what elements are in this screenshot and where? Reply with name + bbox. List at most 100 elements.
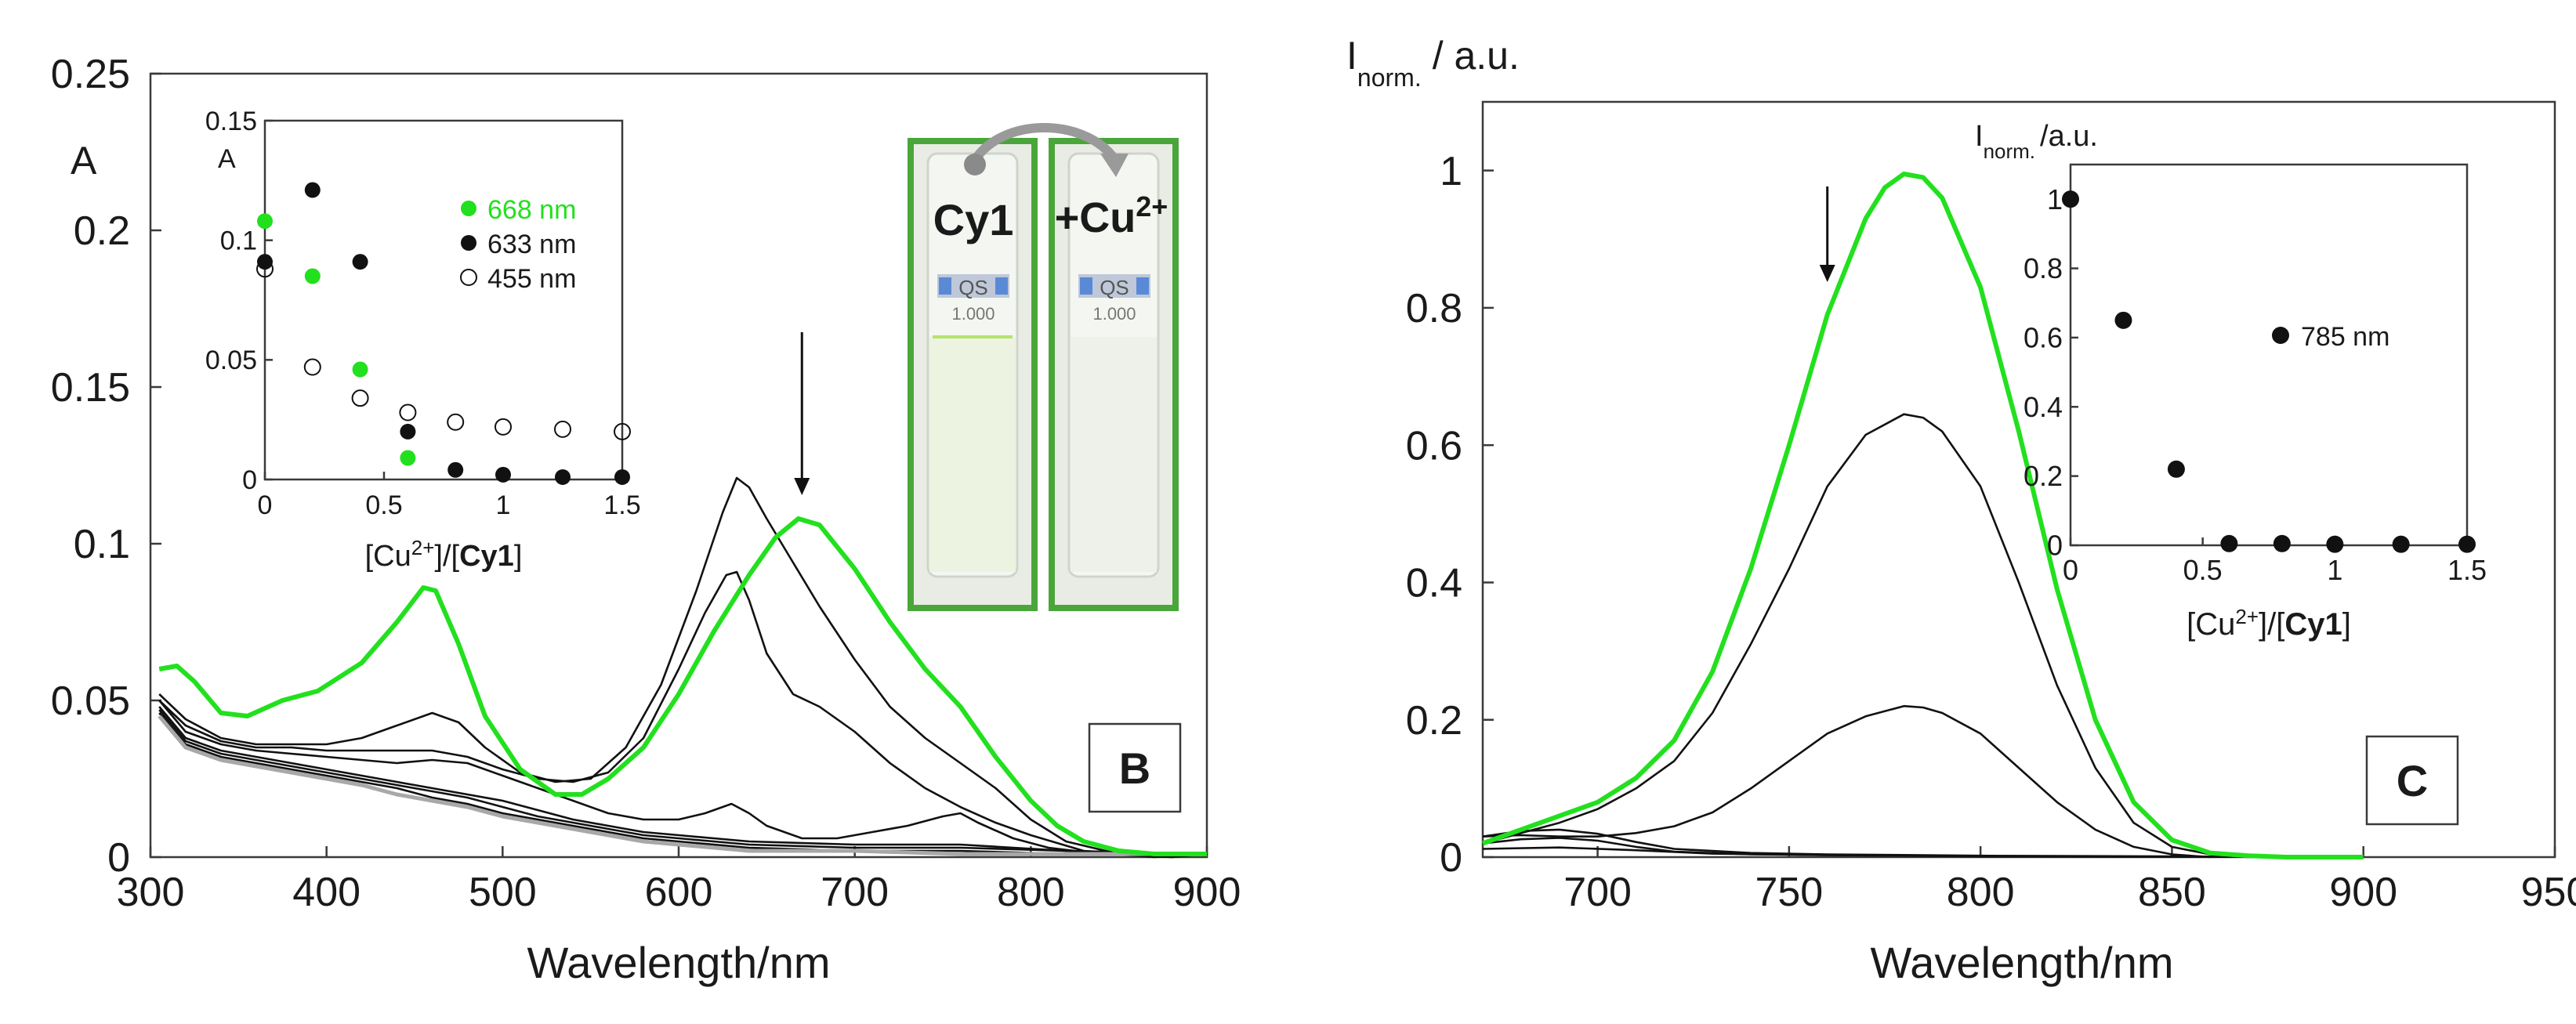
x-tick-label: 0.5: [365, 490, 402, 520]
cuvette-right-caption: +Cu2+: [1055, 190, 1168, 241]
series-line-0-8-eq: [158, 706, 1208, 856]
data-point-455-nm: [256, 260, 274, 278]
y-tick-label: 1: [2047, 183, 2063, 215]
legend-label-455: 455 nm: [487, 264, 576, 294]
y-tick-label: 0: [1440, 835, 1462, 881]
data-point-785-nm: [2458, 535, 2476, 553]
y-tick-label: 0.15: [51, 365, 130, 411]
panel-b-traces: [158, 476, 1208, 859]
panel-b-inset-points: [256, 182, 631, 485]
panel-b-y-axis-label: A: [71, 139, 97, 183]
y-tick-label: 0.6: [2023, 322, 2063, 354]
data-point-455-nm: [447, 413, 465, 431]
x-tick-label: 1: [496, 490, 511, 520]
arrow-head: [794, 478, 810, 495]
panel-c-inset-frame: [2069, 163, 2469, 547]
data-point-633-nm: [555, 469, 571, 485]
panel-b-chart: 300 400 500 600 700 800 900 0 0.05 0.1 0.15 0.2 0.25…: [51, 52, 1241, 987]
legend-label-668: 668 nm: [487, 195, 576, 225]
x-tick-label: 750: [1755, 870, 1823, 915]
panel-c-trend-arrow: [1819, 186, 1835, 282]
series-line-0-4-eq: [1482, 704, 2211, 859]
panel-c-letter-box: [2365, 735, 2459, 826]
series-line-Cy1: [1481, 172, 2364, 859]
x-tick-label: 800: [1947, 870, 2015, 915]
cuvette-left-caption: Cy1: [933, 195, 1014, 244]
panel-b-inset-legend: 668 nm 633 nm 455 nm: [460, 195, 576, 294]
legend-label-785: 785 nm: [2301, 322, 2389, 352]
panel-b-trend-arrow: [794, 332, 810, 495]
data-point-455-nm: [303, 358, 321, 376]
y-tick-label: 0: [2047, 530, 2063, 562]
series-line-0-6-eq: [158, 700, 1208, 859]
cuvette-left-solution: [929, 337, 1016, 572]
x-tick-label: 950: [2521, 870, 2576, 915]
data-point-668-nm: [257, 213, 273, 230]
data-point-633-nm: [400, 423, 416, 440]
data-point-785-nm: [2167, 460, 2185, 478]
x-tick-label: 900: [1173, 870, 1241, 915]
x-tick-label: 0.5: [2183, 554, 2223, 586]
x-tick-label: 700: [1563, 870, 1632, 915]
panel-c-inset-x-label: [Cu2+]/[Cy1]: [2187, 605, 2351, 642]
panel-b-inset-ticks: [263, 119, 624, 481]
x-tick-label: 1.5: [2447, 554, 2487, 586]
x-tick-label: 1.5: [603, 490, 640, 520]
cuvette-right-window-a: [1080, 277, 1092, 295]
legend-marker-785: [2272, 327, 2289, 344]
x-tick-label: 0: [2063, 554, 2078, 586]
y-tick-label: 0.1: [220, 226, 257, 256]
cuvette-transfer-arrow: [971, 123, 1117, 163]
panel-b-inset-tick-labels: 0 0.5 1 1.5 0 0.05 0.1 0.15: [205, 107, 641, 520]
panel-c-inset-y-label: Inorm./a.u.: [1975, 120, 2098, 163]
cuvette-left-window-a: [939, 277, 951, 295]
cuvette-transfer-start: [964, 154, 986, 175]
series-line-0-2-eq: [1482, 413, 2249, 859]
data-point-785-nm: [2114, 311, 2132, 329]
data-point-668-nm: [304, 268, 321, 284]
y-tick-label: 0.2: [2023, 460, 2063, 492]
cuvette-left-mark: QS: [958, 276, 988, 299]
y-tick-label: 0.05: [205, 346, 257, 375]
data-point-455-nm: [554, 420, 571, 438]
panel-b-letter: B: [1119, 744, 1150, 793]
data-point-668-nm: [400, 450, 416, 466]
panel-c-letter: C: [2397, 756, 2428, 805]
y-tick-label: 0.8: [1406, 286, 1462, 331]
x-tick-label: 0: [258, 490, 273, 520]
data-point-633-nm: [447, 461, 464, 478]
cuvette-right-window-b: [1136, 277, 1149, 295]
panel-c-inset-tick-labels: 0 0.5 1 1.5 0 0.2 0.4 0.6 0.8 1: [2023, 183, 2487, 586]
series-line-1-0-eq: [1482, 846, 2364, 859]
y-tick-label: 0.25: [51, 52, 130, 97]
series-line-0-2-eq: [158, 476, 1208, 859]
panel-c-inset-ticks: [2069, 197, 2469, 547]
data-point-455-nm: [351, 389, 369, 407]
y-tick-label: 0.6: [1406, 423, 1462, 469]
panel-b-tick-labels: 300 400 500 600 700 800 900 0 0.05 0.1 0.15 0.2 0.25: [51, 52, 1241, 915]
panel-c-chart: 700 750 800 850 900 950 0 0.2 0.4 0.6 0.8 1 Inorm./…: [1346, 34, 2576, 987]
data-point-668-nm: [352, 361, 368, 378]
x-tick-label: 900: [2329, 870, 2397, 915]
data-point-633-nm: [304, 182, 321, 198]
y-tick-label: 0.05: [51, 678, 130, 724]
data-point-785-nm: [2220, 534, 2238, 552]
series-line-1-25-eq: [158, 712, 1207, 856]
legend-marker-455: [460, 269, 477, 286]
y-tick-label: 0.2: [74, 208, 130, 254]
legend-label-633: 633 nm: [487, 230, 576, 259]
x-tick-label: 400: [292, 870, 360, 915]
cuvette-right-solution: [1071, 337, 1157, 572]
y-tick-label: 0.1: [74, 522, 130, 567]
data-point-633-nm: [352, 254, 368, 270]
panel-c-y-axis-label: Inorm. / a.u.: [1346, 34, 1520, 92]
cuvette-left-window-b: [995, 277, 1008, 295]
x-tick-label: 300: [117, 870, 185, 915]
data-point-633-nm: [495, 466, 511, 483]
data-point-633-nm: [614, 469, 630, 485]
data-point-785-nm: [2326, 535, 2344, 553]
x-tick-label: 850: [2138, 870, 2206, 915]
panel-b-x-axis-label: Wavelength/nm: [527, 938, 831, 987]
series-line-0-4-eq: [158, 570, 1208, 859]
panel-b-inset-frame: [263, 119, 624, 481]
